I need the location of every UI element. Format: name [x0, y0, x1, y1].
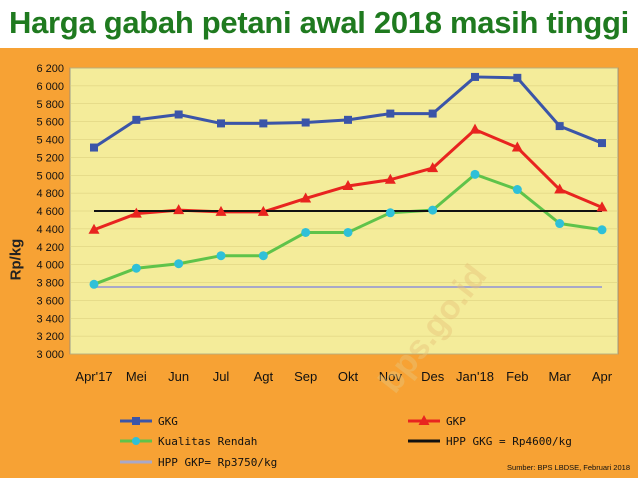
data-point — [259, 119, 268, 128]
y-tick-label: 6 200 — [36, 63, 64, 75]
data-point — [343, 227, 353, 237]
y-tick-label: 4 800 — [36, 188, 64, 200]
data-point — [132, 115, 141, 124]
x-tick-label: Nov — [379, 369, 403, 384]
data-point — [596, 201, 608, 212]
y-tick-label: 5 200 — [36, 152, 64, 164]
x-tick-label: Jul — [213, 369, 230, 384]
data-point — [512, 185, 522, 195]
x-tick-label: Feb — [506, 369, 528, 384]
y-tick-label: 4 000 — [36, 260, 64, 272]
data-point — [386, 109, 395, 118]
y-tick-label: 3 000 — [36, 349, 64, 361]
data-point — [555, 219, 565, 229]
data-point — [554, 183, 566, 194]
y-tick-label: 4 200 — [36, 242, 64, 254]
line-chart: 3 000 3 200 3 400 3 600 3 800 4 000 4 200 4 400… — [36, 63, 619, 469]
y-axis-ticks: 3 000 3 200 3 400 3 600 3 800 4 000 4 200 4 400… — [36, 63, 64, 361]
page-title: Harga gabah petani awal 2018 masih tingg… — [0, 0, 638, 46]
legend-marker — [132, 437, 140, 445]
data-point — [90, 143, 98, 152]
data-point — [470, 169, 480, 179]
legend-label: Kualitas Rendah — [158, 435, 257, 448]
y-tick-label: 4 400 — [36, 224, 64, 236]
y-tick-label: 3 400 — [36, 313, 64, 325]
legend-marker — [418, 415, 430, 425]
source-note: Sumber: BPS LBDSE, Februari 2018 — [507, 463, 630, 472]
x-tick-label: Sep — [294, 369, 317, 384]
y-tick-label: 5 800 — [36, 99, 64, 111]
data-point — [342, 179, 354, 190]
y-tick-label: 6 000 — [36, 81, 64, 93]
legend-item: GKP — [408, 415, 466, 428]
data-point — [89, 279, 99, 289]
y-tick-label: 3 200 — [36, 331, 64, 343]
y-tick-label: 5 600 — [36, 117, 64, 129]
x-tick-label: Agt — [254, 369, 274, 384]
legend-item: GKG — [120, 415, 178, 428]
data-point — [174, 110, 183, 119]
y-tick-label: 5 400 — [36, 135, 64, 147]
data-point — [300, 192, 312, 203]
data-point — [428, 205, 438, 215]
chart-panel: 3 000 3 200 3 400 3 600 3 800 4 000 4 200 4 400… — [0, 48, 638, 478]
data-point — [513, 73, 522, 82]
x-tick-label: Jun — [168, 369, 189, 384]
data-point — [301, 118, 310, 127]
y-axis-label: Rp/kg — [7, 238, 25, 281]
data-point — [173, 204, 185, 215]
y-tick-label: 3 600 — [36, 295, 64, 307]
legend-label: HPP GKP= Rp3750/kg — [158, 456, 277, 469]
legend-item: HPP GKP= Rp3750/kg — [120, 456, 277, 469]
x-tick-label: Apr — [592, 369, 613, 384]
data-point — [344, 115, 352, 124]
data-point — [174, 259, 184, 269]
data-point — [385, 208, 395, 218]
data-point — [131, 263, 141, 273]
data-point — [130, 207, 142, 218]
data-point — [257, 205, 269, 216]
data-point — [217, 119, 225, 128]
legend-label: GKP — [446, 415, 466, 428]
y-tick-label: 5 000 — [36, 170, 64, 182]
data-point — [511, 141, 523, 152]
y-tick-label: 3 800 — [36, 278, 64, 290]
legend-label: HPP GKG = Rp4600/kg — [446, 435, 572, 448]
legend-marker — [132, 417, 140, 425]
legend-item: Kualitas Rendah — [120, 435, 257, 448]
data-point — [469, 123, 481, 134]
data-point — [215, 205, 227, 216]
x-axis-ticks: Apr'17 Mei Jun Jul Agt Sep Okt Nov Des Jan'18 Feb M… — [75, 369, 612, 384]
x-tick-label: Mei — [126, 369, 147, 384]
data-point — [384, 173, 396, 184]
data-point — [597, 225, 607, 235]
data-point — [258, 251, 268, 261]
y-tick-label: 4 600 — [36, 206, 64, 218]
data-point — [427, 162, 439, 173]
data-point — [88, 223, 100, 234]
legend-item: HPP GKG = Rp4600/kg — [408, 435, 572, 448]
series-markers — [88, 72, 608, 289]
data-point — [598, 139, 606, 148]
data-point — [301, 227, 311, 237]
x-tick-label: Mar — [548, 369, 571, 384]
data-point — [471, 72, 479, 81]
x-tick-label: Okt — [338, 369, 359, 384]
legend-label: GKG — [158, 415, 178, 428]
x-tick-label: Apr'17 — [75, 369, 112, 384]
x-tick-label: Des — [421, 369, 445, 384]
legend: GKG GKP Kualitas Rendah HPP GKG = Rp4600/kg… — [120, 415, 572, 469]
data-point — [555, 122, 564, 131]
data-point — [428, 109, 437, 118]
x-tick-label: Jan'18 — [456, 369, 494, 384]
data-point — [216, 251, 226, 261]
